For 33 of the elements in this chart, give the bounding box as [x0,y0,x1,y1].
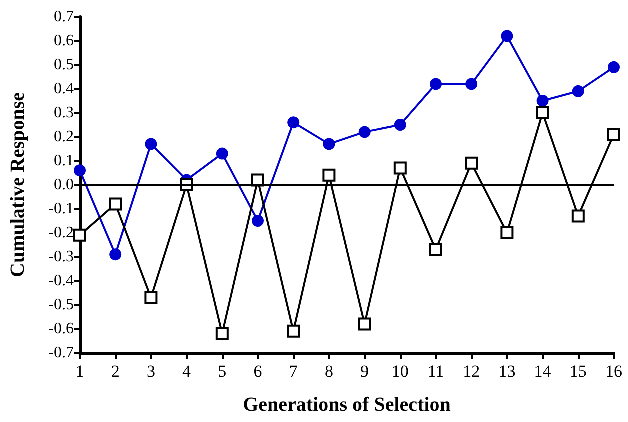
y-tick-label: -0.3 [48,248,74,266]
y-tick-label: 0.3 [54,104,74,122]
x-tick-label: 7 [289,362,298,381]
x-tick-label: 3 [146,362,156,381]
y-tick-label: -0.2 [48,224,74,242]
y-axis-title: Cumulative Response [7,92,29,278]
y-tick-label: -0.7 [48,344,74,362]
x-tick-label: 9 [360,362,370,381]
y-tick-label: 0.4 [54,80,74,98]
x-tick-label: 4 [182,362,192,381]
x-tick-label: 8 [324,362,334,381]
x-tick-label: 13 [498,362,516,381]
x-tick-label: 6 [254,362,262,381]
x-tick-label: 15 [570,362,587,381]
y-tick-label: 0.5 [54,56,74,74]
x-tick-label: 5 [218,362,227,381]
x-tick-label: 11 [428,362,444,381]
y-tick-label: -0.5 [48,296,74,314]
x-axis-title: Generations of Selection [243,394,451,416]
x-tick-label: 12 [463,362,480,381]
y-tick-label: -0.4 [48,272,74,290]
x-tick-label: 1 [76,362,84,381]
y-tick-label: 0.0 [54,176,74,194]
x-tick-label: 14 [534,362,552,381]
y-tick-label: 0.2 [54,128,74,146]
y-tick-label: 0.7 [54,8,74,26]
x-tick-label: 2 [111,362,120,381]
y-tick-label: 0.1 [54,152,74,170]
x-tick-label: 10 [392,362,409,381]
y-tick-label: -0.6 [48,320,74,338]
y-tick-label: 0.6 [54,32,74,50]
y-tick-label: -0.1 [48,200,74,218]
x-tick-label: 16 [606,362,622,381]
